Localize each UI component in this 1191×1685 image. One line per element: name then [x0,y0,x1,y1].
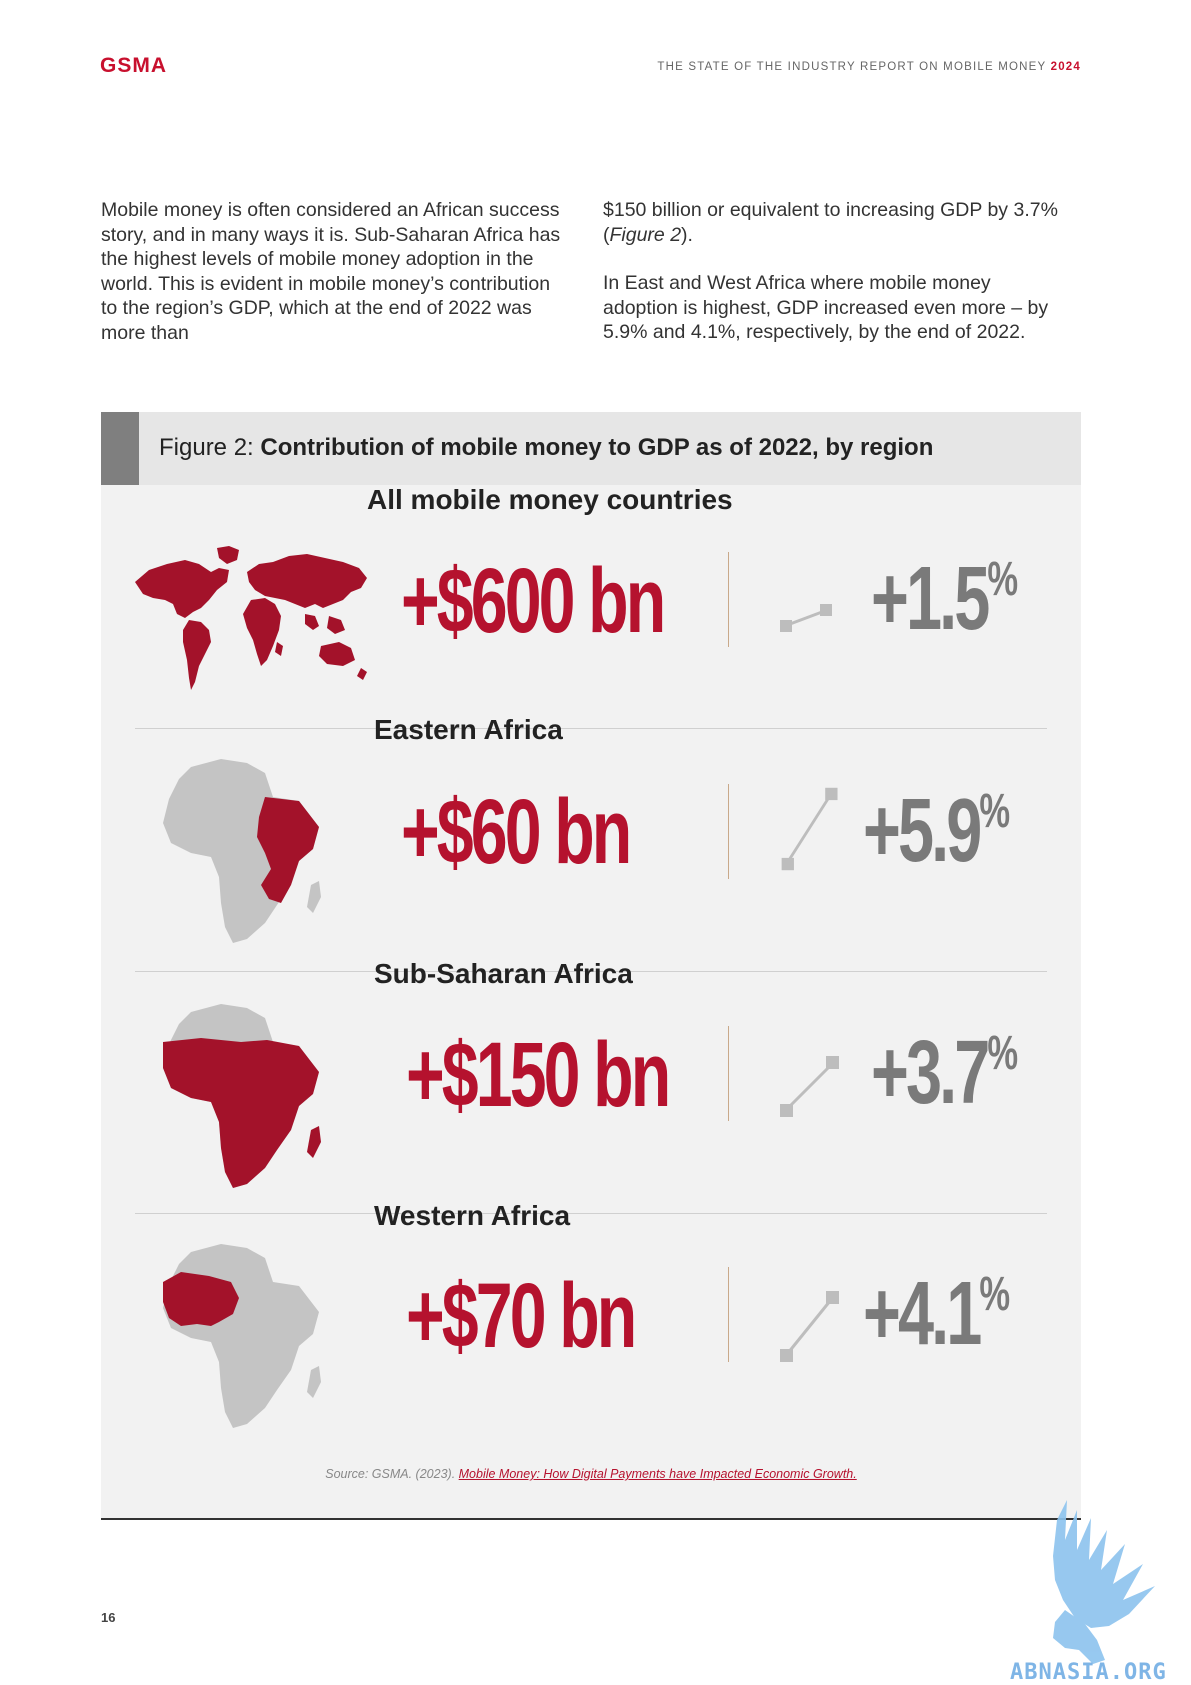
pct-value: +4.1 [863,1264,979,1364]
gdp-value: +$70 bn [406,1270,634,1362]
africa-subsaharan-map-icon [161,1002,331,1190]
region-title: Western Africa [374,1200,570,1232]
source-prefix: Source: GSMA. (2023). [325,1467,458,1481]
africa-western-map-icon [161,1242,331,1430]
figure-reference[interactable]: Figure 2 [610,224,682,246]
trend-arrow-icon [776,574,846,664]
row-separator [135,1213,1047,1214]
page-number: 16 [101,1610,115,1625]
pct-value: +5.9 [863,781,979,881]
gdp-percentage: +1.5% [871,554,1017,644]
pct-value: +1.5 [871,549,987,649]
gdp-value: +$150 bn [406,1029,668,1121]
left-column: Mobile money is often considered an Afri… [101,198,566,369]
row-separator [135,728,1047,729]
left-paragraph: Mobile money is often considered an Afri… [101,198,566,345]
divider-line [728,784,729,879]
gdp-percentage: +4.1% [863,1269,1009,1359]
report-title: THE STATE OF THE INDUSTRY REPORT ON MOBI… [657,61,1081,73]
right-paragraph-2: In East and West Africa where mobile mon… [603,271,1068,345]
trend-arrow-icon [776,784,846,874]
figure-2: Figure 2: Contribution of mobile money t… [101,412,1081,1518]
watermark-text: ABNASIA.ORG [1010,1660,1167,1685]
source-link[interactable]: Mobile Money: How Digital Payments have … [459,1467,857,1481]
divider-line [728,1267,729,1362]
pct-sign: % [979,785,1008,838]
gdp-value: +$60 bn [401,786,629,878]
divider-line [728,552,729,647]
region-title: Sub-Saharan Africa [374,958,633,990]
figure-bottom-rule [101,1518,1081,1520]
figure-title: Figure 2: Contribution of mobile money t… [159,434,933,462]
gdp-percentage: +5.9% [863,786,1009,876]
figure-header-bar [101,412,139,485]
report-year: 2024 [1051,61,1081,73]
right-paragraph-1: $150 billion or equivalent to increasing… [603,198,1068,247]
figure-source: Source: GSMA. (2023). Mobile Money: How … [101,1467,1081,1481]
region-title: All mobile money countries [367,484,733,516]
gdp-percentage: +3.7% [871,1028,1017,1118]
gsma-logo: GSMA [100,54,167,78]
bird-watermark-icon [1005,1500,1185,1684]
world-map-icon [129,542,381,702]
trend-arrow-icon [776,1282,846,1372]
africa-eastern-map-icon [161,757,331,945]
gdp-value: +$600 bn [401,555,663,647]
pct-sign: % [987,553,1016,606]
pct-value: +3.7 [871,1023,987,1123]
trend-arrow-icon [776,1042,846,1132]
figure-header: Figure 2: Contribution of mobile money t… [101,412,1081,485]
right-column: $150 billion or equivalent to increasing… [603,198,1068,369]
pct-sign: % [987,1027,1016,1080]
figure-title-text: Contribution of mobile money to GDP as o… [260,434,933,461]
figure-label: Figure 2: [159,434,254,461]
region-title: Eastern Africa [374,714,563,746]
right-paragraph-1-post: ). [681,224,693,246]
pct-sign: % [979,1268,1008,1321]
divider-line [728,1026,729,1121]
report-title-text: THE STATE OF THE INDUSTRY REPORT ON MOBI… [657,61,1046,73]
